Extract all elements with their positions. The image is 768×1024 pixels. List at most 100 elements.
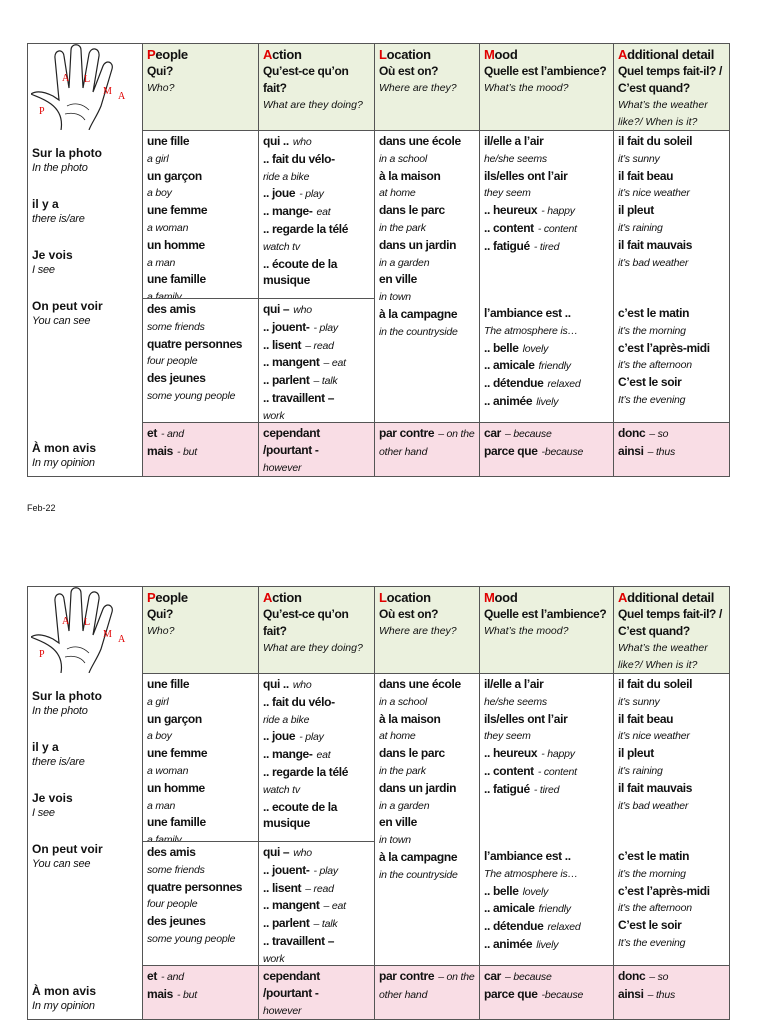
french-text: cependant (263, 426, 320, 440)
entry-line: des amis (147, 301, 255, 318)
french-text: dans une école (379, 134, 461, 148)
english-text: they seem (484, 730, 531, 743)
french-text: dans un jardin (379, 237, 457, 252)
header-rest: dditional detail (627, 590, 715, 605)
entry-line: dans une école (379, 133, 476, 150)
entry-line: It’s the evening (618, 391, 726, 409)
entry-line: some friends (147, 861, 255, 879)
entry-line: .. belle lovely (484, 340, 610, 358)
header-initial: A (263, 590, 273, 605)
header-initial: A (618, 47, 628, 62)
body-cell: des amis some friends quatre personnes four… (142, 841, 259, 966)
french-text: Je vois (32, 248, 73, 262)
french-text: qui – (263, 845, 290, 859)
entry-line: they seem (484, 184, 610, 202)
header-rest: ction (272, 590, 302, 605)
body-cell: il fait du soleil it’s sunny il fait beau i… (613, 130, 730, 423)
french-text: .. fait du vélo- (263, 151, 335, 166)
header-rest: eople (155, 47, 188, 62)
french-text: .. regarde la télé (263, 764, 349, 779)
english-text: - happy (541, 205, 575, 218)
entry-line: car – because (484, 968, 610, 986)
header-translation: What’s the mood? (484, 82, 569, 94)
english-text: a family (147, 834, 182, 842)
english-text: a man (147, 799, 176, 812)
french-text: .. mange- (263, 204, 313, 219)
cell-group: il fait du soleil it’s sunny il fait beau i… (614, 131, 729, 271)
english-text: a girl (147, 695, 169, 708)
english-text: who (292, 136, 312, 148)
english-text: at home (379, 187, 416, 200)
entry-line: it’s the morning (618, 865, 726, 883)
entry-line: it’s the afternoon (618, 899, 726, 917)
french-text: à la maison (379, 711, 441, 726)
body-cell: des amis some friends quatre personnes four… (142, 298, 259, 423)
entry-line: four people (147, 352, 255, 370)
english-text: - play (313, 864, 339, 877)
english-text: in a school (379, 152, 427, 165)
english-text: there is/are (32, 756, 85, 768)
english-text: You can see (32, 315, 91, 327)
french-text: .. content (484, 763, 534, 778)
entry-line: watch tv (263, 781, 371, 799)
french-text: c’est l’après-midi (618, 340, 710, 355)
english-text: – on the other hand (379, 428, 475, 458)
entry-line: une femme (147, 202, 255, 219)
entry-line: .. mange-eat (263, 746, 371, 764)
french-text: .. heureux (484, 203, 538, 218)
french-text: à la campagne (379, 306, 458, 321)
english-text: eat (316, 749, 331, 762)
entry-line: in the park (379, 762, 476, 780)
entry-line: il fait du soleil (618, 676, 726, 693)
french-text: une femme (147, 203, 208, 218)
english-text: watch tv (263, 240, 300, 253)
entry-line: he/she seems (484, 693, 610, 711)
french-text: .. travaillent – (263, 390, 335, 405)
hand-letter: P (39, 106, 45, 117)
header-translation: What are they doing? (263, 642, 363, 654)
header-rest: ocation (386, 47, 431, 62)
hand-letter: M (103, 629, 112, 640)
intro-phrase: Je vois I see (32, 789, 73, 819)
entry-line: a man (147, 797, 255, 815)
english-text: - tired (533, 783, 560, 796)
entry-line: It’s the evening (618, 934, 726, 952)
english-text: – because (504, 428, 552, 440)
entry-line: .. détendue relaxed (484, 918, 610, 936)
english-text: a boy (147, 730, 172, 743)
entry-line: .. jouent- - play (263, 862, 371, 880)
english-text: -because (541, 445, 584, 458)
french-text: un garçon (147, 168, 202, 183)
french-text: Je vois (32, 791, 73, 805)
entry-line: il fait du soleil (618, 133, 726, 150)
intro-phrase: Je vois I see (32, 246, 73, 276)
french-text: ils/elles ont l’air (484, 168, 568, 183)
french-text: il fait mauvais (618, 780, 693, 795)
header-initial: A (618, 590, 628, 605)
english-text: work (263, 409, 285, 422)
english-text: some young people (147, 389, 236, 402)
entry-line: a girl (147, 150, 255, 168)
entry-line: c’est l’après-midi (618, 340, 726, 357)
entry-line: .. animée lively (484, 393, 610, 411)
english-text: relaxed (547, 921, 581, 934)
english-text: - play (299, 188, 324, 201)
english-text: – read (305, 882, 334, 895)
entry-line: .. ecoute de la musique (263, 799, 371, 833)
header-translation: What are they doing? (263, 99, 363, 111)
entry-line: .. lisent – read (263, 337, 371, 355)
entry-line: in the countryside (379, 323, 476, 341)
english-text: a woman (147, 764, 189, 777)
entry-line: c’est le matin (618, 305, 726, 322)
entry-line: he/she seems (484, 150, 610, 168)
french-text: .. regarde la télé (263, 221, 349, 236)
entry-line: in a school (379, 693, 476, 711)
entry-line: et - and (147, 968, 255, 986)
entry-line: C’est le soir (618, 374, 726, 391)
entry-line: a girl (147, 693, 255, 711)
french-text: .. fatigué (484, 238, 530, 253)
french-text: dans le parc (379, 203, 445, 218)
french-text: un homme (147, 780, 205, 795)
english-text: - and (160, 428, 184, 440)
